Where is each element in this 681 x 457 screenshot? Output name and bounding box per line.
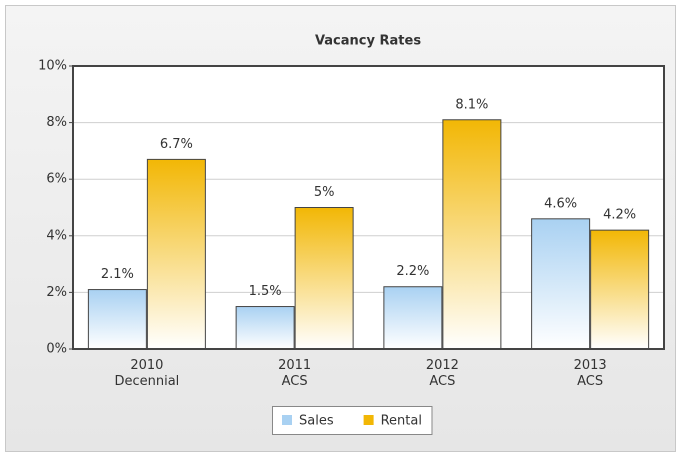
bar (383, 286, 443, 350)
y-tick-label: 4% (46, 228, 67, 243)
plot-border (72, 65, 665, 350)
x-tick-line: ACS (429, 374, 455, 389)
data-label: 2.2% (396, 264, 429, 279)
legend-swatch (363, 415, 374, 425)
y-tick-label: 0% (46, 342, 67, 357)
data-label: 8.1% (455, 97, 488, 112)
data-label: 6.7% (160, 137, 193, 152)
y-tick-label: 2% (46, 285, 67, 300)
x-tick-line: ACS (282, 374, 308, 389)
y-tick-label: 6% (46, 172, 67, 187)
bar (235, 306, 295, 350)
x-tick-line: ACS (577, 374, 603, 389)
data-label: 4.2% (603, 208, 636, 223)
bar (294, 207, 354, 350)
x-tick-line: 2013 (574, 358, 607, 373)
legend-swatch (282, 415, 292, 425)
bar (531, 218, 591, 350)
y-tick-label: 10% (38, 59, 67, 74)
data-label: 1.5% (249, 284, 282, 299)
bar (442, 119, 502, 350)
x-tick-label: 2013 ACS (574, 358, 607, 389)
bar (590, 229, 650, 350)
x-tick-label: 2012 ACS (426, 358, 459, 389)
y-tick-label: 8% (46, 115, 67, 130)
data-label: 4.6% (544, 196, 577, 211)
chart-title: Vacancy Rates (315, 34, 421, 49)
legend-label: Sales (299, 414, 334, 429)
x-tick-line: 2012 (426, 358, 459, 373)
legend-label: Rental (381, 414, 422, 429)
x-tick-line: Decennial (114, 374, 179, 389)
x-tick-line: 2010 (130, 358, 163, 373)
data-label: 5% (314, 185, 335, 200)
x-tick-label: 2010 Decennial (114, 358, 179, 389)
bar (87, 289, 147, 350)
legend-box (272, 406, 433, 435)
bar (146, 158, 206, 350)
data-label: 2.1% (101, 267, 134, 282)
x-tick-line: 2011 (278, 358, 311, 373)
x-tick-label: 2011 ACS (278, 358, 311, 389)
